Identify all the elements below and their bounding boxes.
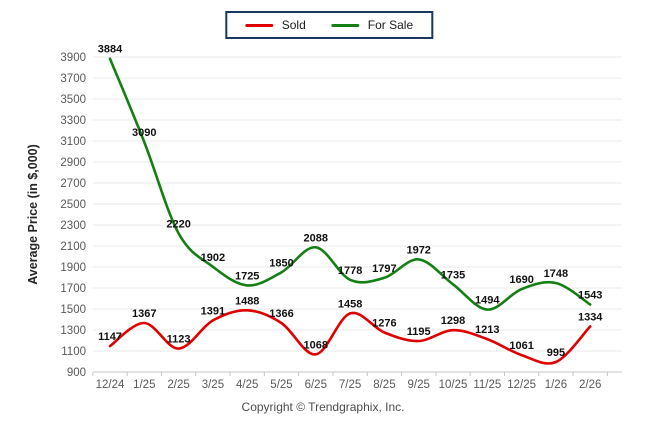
x-tick-label: 12/24	[96, 379, 125, 391]
y-tick-label: 3700	[60, 73, 86, 85]
legend-line-swatch-for-sale	[331, 23, 360, 27]
chart-legend: Sold For Sale	[225, 11, 434, 39]
y-axis-title: Average Price (in $,000)	[26, 144, 40, 285]
legend-item-sold: Sold	[245, 18, 306, 32]
x-tick-label: 1/25	[133, 379, 155, 391]
y-tick-label: 3300	[60, 115, 86, 127]
data-label-for-sale: 1748	[544, 268, 568, 280]
data-label-for-sale: 1725	[235, 270, 259, 282]
x-tick-label: 2/26	[579, 379, 601, 391]
x-tick-label: 6/25	[305, 379, 327, 391]
data-label-sold: 1061	[509, 340, 533, 352]
data-label-for-sale: 1735	[441, 269, 465, 281]
data-label-sold: 1366	[269, 308, 293, 320]
data-label-for-sale: 1494	[475, 295, 500, 307]
data-label-sold: 1298	[441, 315, 465, 327]
y-tick-label: 1300	[60, 325, 86, 337]
x-tick-label: 1/26	[545, 379, 567, 391]
y-tick-label: 2900	[60, 157, 86, 169]
y-tick-label: 2300	[60, 220, 86, 232]
legend-label-sold: Sold	[281, 18, 306, 32]
y-tick-label: 2500	[60, 199, 86, 211]
legend-line-swatch-sold	[245, 23, 274, 27]
data-label-sold: 1147	[98, 331, 122, 343]
data-label-for-sale: 1797	[372, 263, 396, 275]
data-label-for-sale: 1902	[201, 252, 225, 264]
legend-item-for-sale: For Sale	[331, 18, 414, 32]
data-label-sold: 1123	[167, 334, 191, 346]
x-tick-label: 2/25	[167, 379, 189, 391]
data-label-for-sale: 1972	[406, 244, 430, 256]
x-tick-label: 5/25	[270, 379, 292, 391]
data-label-sold: 1391	[201, 305, 225, 317]
y-tick-label: 1500	[60, 304, 86, 316]
data-label-sold: 1458	[338, 298, 362, 310]
legend-label-for-sale: For Sale	[367, 18, 414, 32]
y-tick-label: 3100	[60, 136, 86, 148]
y-tick-label: 900	[67, 367, 86, 379]
y-tick-label: 2100	[60, 241, 86, 253]
data-label-for-sale: 2220	[166, 218, 190, 230]
data-label-sold: 1488	[235, 295, 259, 307]
x-tick-label: 8/25	[373, 379, 395, 391]
y-tick-label: 1700	[60, 283, 86, 295]
data-label-for-sale: 3090	[132, 127, 156, 139]
data-label-sold: 1276	[372, 318, 396, 330]
data-label-for-sale: 1690	[509, 274, 533, 286]
data-label-sold: 995	[547, 347, 565, 359]
series-line-for-sale	[108, 57, 592, 311]
y-tick-label: 1900	[60, 262, 86, 274]
y-tick-label: 3500	[60, 94, 86, 106]
x-tick-label: 9/25	[408, 379, 430, 391]
x-tick-label: 10/25	[439, 379, 468, 391]
data-label-for-sale: 1543	[578, 289, 602, 301]
x-tick-label: 12/25	[507, 379, 536, 391]
y-tick-label: 3900	[60, 52, 86, 64]
data-label-sold: 1367	[132, 308, 156, 320]
x-tick-label: 7/25	[339, 379, 361, 391]
data-label-for-sale: 3884	[98, 44, 123, 56]
data-label-for-sale: 1778	[338, 265, 362, 277]
data-label-sold: 1068	[304, 339, 328, 351]
x-tick-label: 3/25	[202, 379, 224, 391]
y-tick-label: 1100	[61, 346, 86, 358]
data-label-for-sale: 2088	[304, 232, 328, 244]
y-tick-label: 2700	[60, 178, 86, 190]
x-tick-label: 4/25	[236, 379, 258, 391]
data-label-sold: 1213	[475, 324, 499, 336]
data-label-for-sale: 1850	[269, 257, 293, 269]
data-label-sold: 1195	[407, 326, 431, 338]
copyright-text: Copyright © Trendgraphix, Inc.	[241, 400, 405, 414]
line-chart: 900 1100 1300 1500 1700 1900 2100 2300 2500 2700 2…	[26, 44, 622, 391]
data-label-sold: 1334	[578, 311, 603, 323]
x-tick-label: 11/25	[473, 379, 501, 391]
series-line-sold	[108, 308, 592, 365]
